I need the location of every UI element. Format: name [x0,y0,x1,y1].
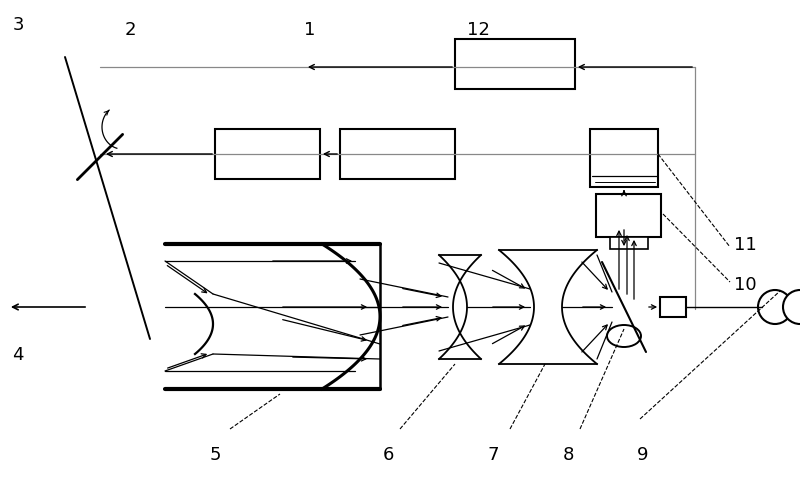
Bar [215,130,320,180]
Text: 4: 4 [12,346,24,363]
Text: 9: 9 [638,445,649,463]
Circle shape [758,290,792,325]
Text: 10: 10 [734,275,756,293]
Text: 1: 1 [304,21,316,39]
Text: 2: 2 [124,21,136,39]
Text: 5: 5 [210,445,221,463]
Text: 11: 11 [734,236,756,253]
Text: 8: 8 [562,445,574,463]
Bar [610,238,648,249]
Bar [590,130,658,187]
Text: 6: 6 [382,445,394,463]
Circle shape [783,290,800,325]
Bar [455,40,575,90]
Text: 12: 12 [466,21,490,39]
Bar [340,130,455,180]
Text: 3: 3 [12,16,24,34]
Bar [660,297,686,317]
Ellipse shape [607,325,641,347]
Text: 7: 7 [487,445,498,463]
Bar [596,195,661,238]
